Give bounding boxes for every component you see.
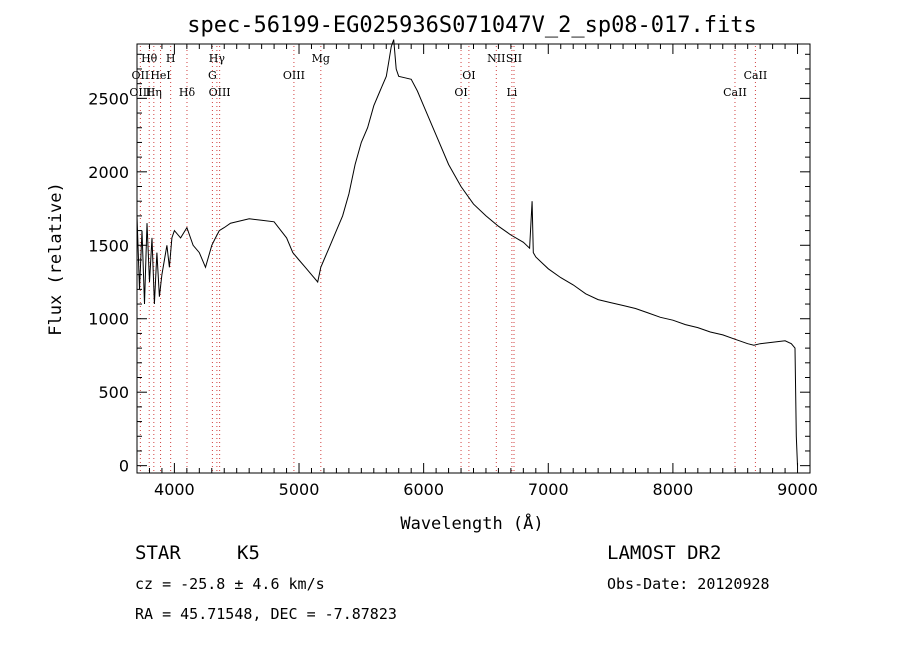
line-label: Mg bbox=[312, 52, 330, 65]
line-label: SII bbox=[506, 52, 522, 65]
line-label: Hθ bbox=[141, 52, 158, 65]
line-label: OIII bbox=[209, 86, 231, 99]
x-tick-label: 9000 bbox=[777, 480, 818, 499]
y-axis-label: Flux (relative) bbox=[46, 182, 66, 336]
line-label: OI bbox=[454, 86, 467, 99]
x-tick-label: 5000 bbox=[279, 480, 320, 499]
survey-name: LAMOST DR2 bbox=[607, 542, 721, 564]
line-label: HeI bbox=[150, 69, 170, 82]
plot-frame bbox=[136, 43, 811, 474]
line-label: NII bbox=[487, 52, 505, 65]
x-tick-label: 7000 bbox=[528, 480, 569, 499]
x-axis-label: Wavelength (Å) bbox=[400, 512, 543, 534]
y-tick-label: 2000 bbox=[88, 163, 129, 182]
line-label: Hη bbox=[146, 86, 162, 99]
line-label: OIII bbox=[283, 69, 305, 82]
line-label: OIII bbox=[129, 86, 151, 99]
object-subclass: K5 bbox=[237, 542, 260, 564]
y-tick-label: 2500 bbox=[88, 89, 129, 108]
observation-date: Obs-Date: 20120928 bbox=[607, 575, 770, 593]
spectral-line-markers bbox=[139, 46, 756, 472]
y-tick-label: 1500 bbox=[88, 236, 129, 255]
object-class: STAR bbox=[135, 542, 181, 564]
y-tick-label: 1000 bbox=[88, 310, 129, 329]
line-label: OI bbox=[462, 69, 475, 82]
line-label: Hδ bbox=[179, 86, 196, 99]
line-label: CaII bbox=[723, 86, 747, 99]
x-tick-label: 6000 bbox=[403, 480, 444, 499]
line-label: H bbox=[166, 52, 176, 65]
x-tick-label: 8000 bbox=[653, 480, 694, 499]
line-label: OII bbox=[132, 69, 150, 82]
x-axis-ticks: 4000 5000 6000 7000 8000 9000 bbox=[136, 44, 818, 499]
line-label: CaII bbox=[744, 69, 768, 82]
line-label: Hγ bbox=[209, 52, 226, 65]
spectrum-line bbox=[136, 39, 798, 466]
sky-coordinates: RA = 45.71548, DEC = -7.87823 bbox=[135, 605, 397, 623]
line-label: Li bbox=[506, 86, 517, 99]
y-axis-ticks: 0 500 1000 1500 2000 2500 bbox=[88, 53, 810, 476]
y-tick-label: 500 bbox=[98, 383, 129, 402]
x-tick-label: 4000 bbox=[154, 480, 195, 499]
chart-title: spec-56199-EG025936S071047V_2_sp08-017.f… bbox=[187, 13, 757, 38]
y-tick-label: 0 bbox=[119, 457, 129, 476]
redshift-velocity: cz = -25.8 ± 4.6 km/s bbox=[135, 575, 325, 593]
line-label: G bbox=[208, 69, 217, 82]
